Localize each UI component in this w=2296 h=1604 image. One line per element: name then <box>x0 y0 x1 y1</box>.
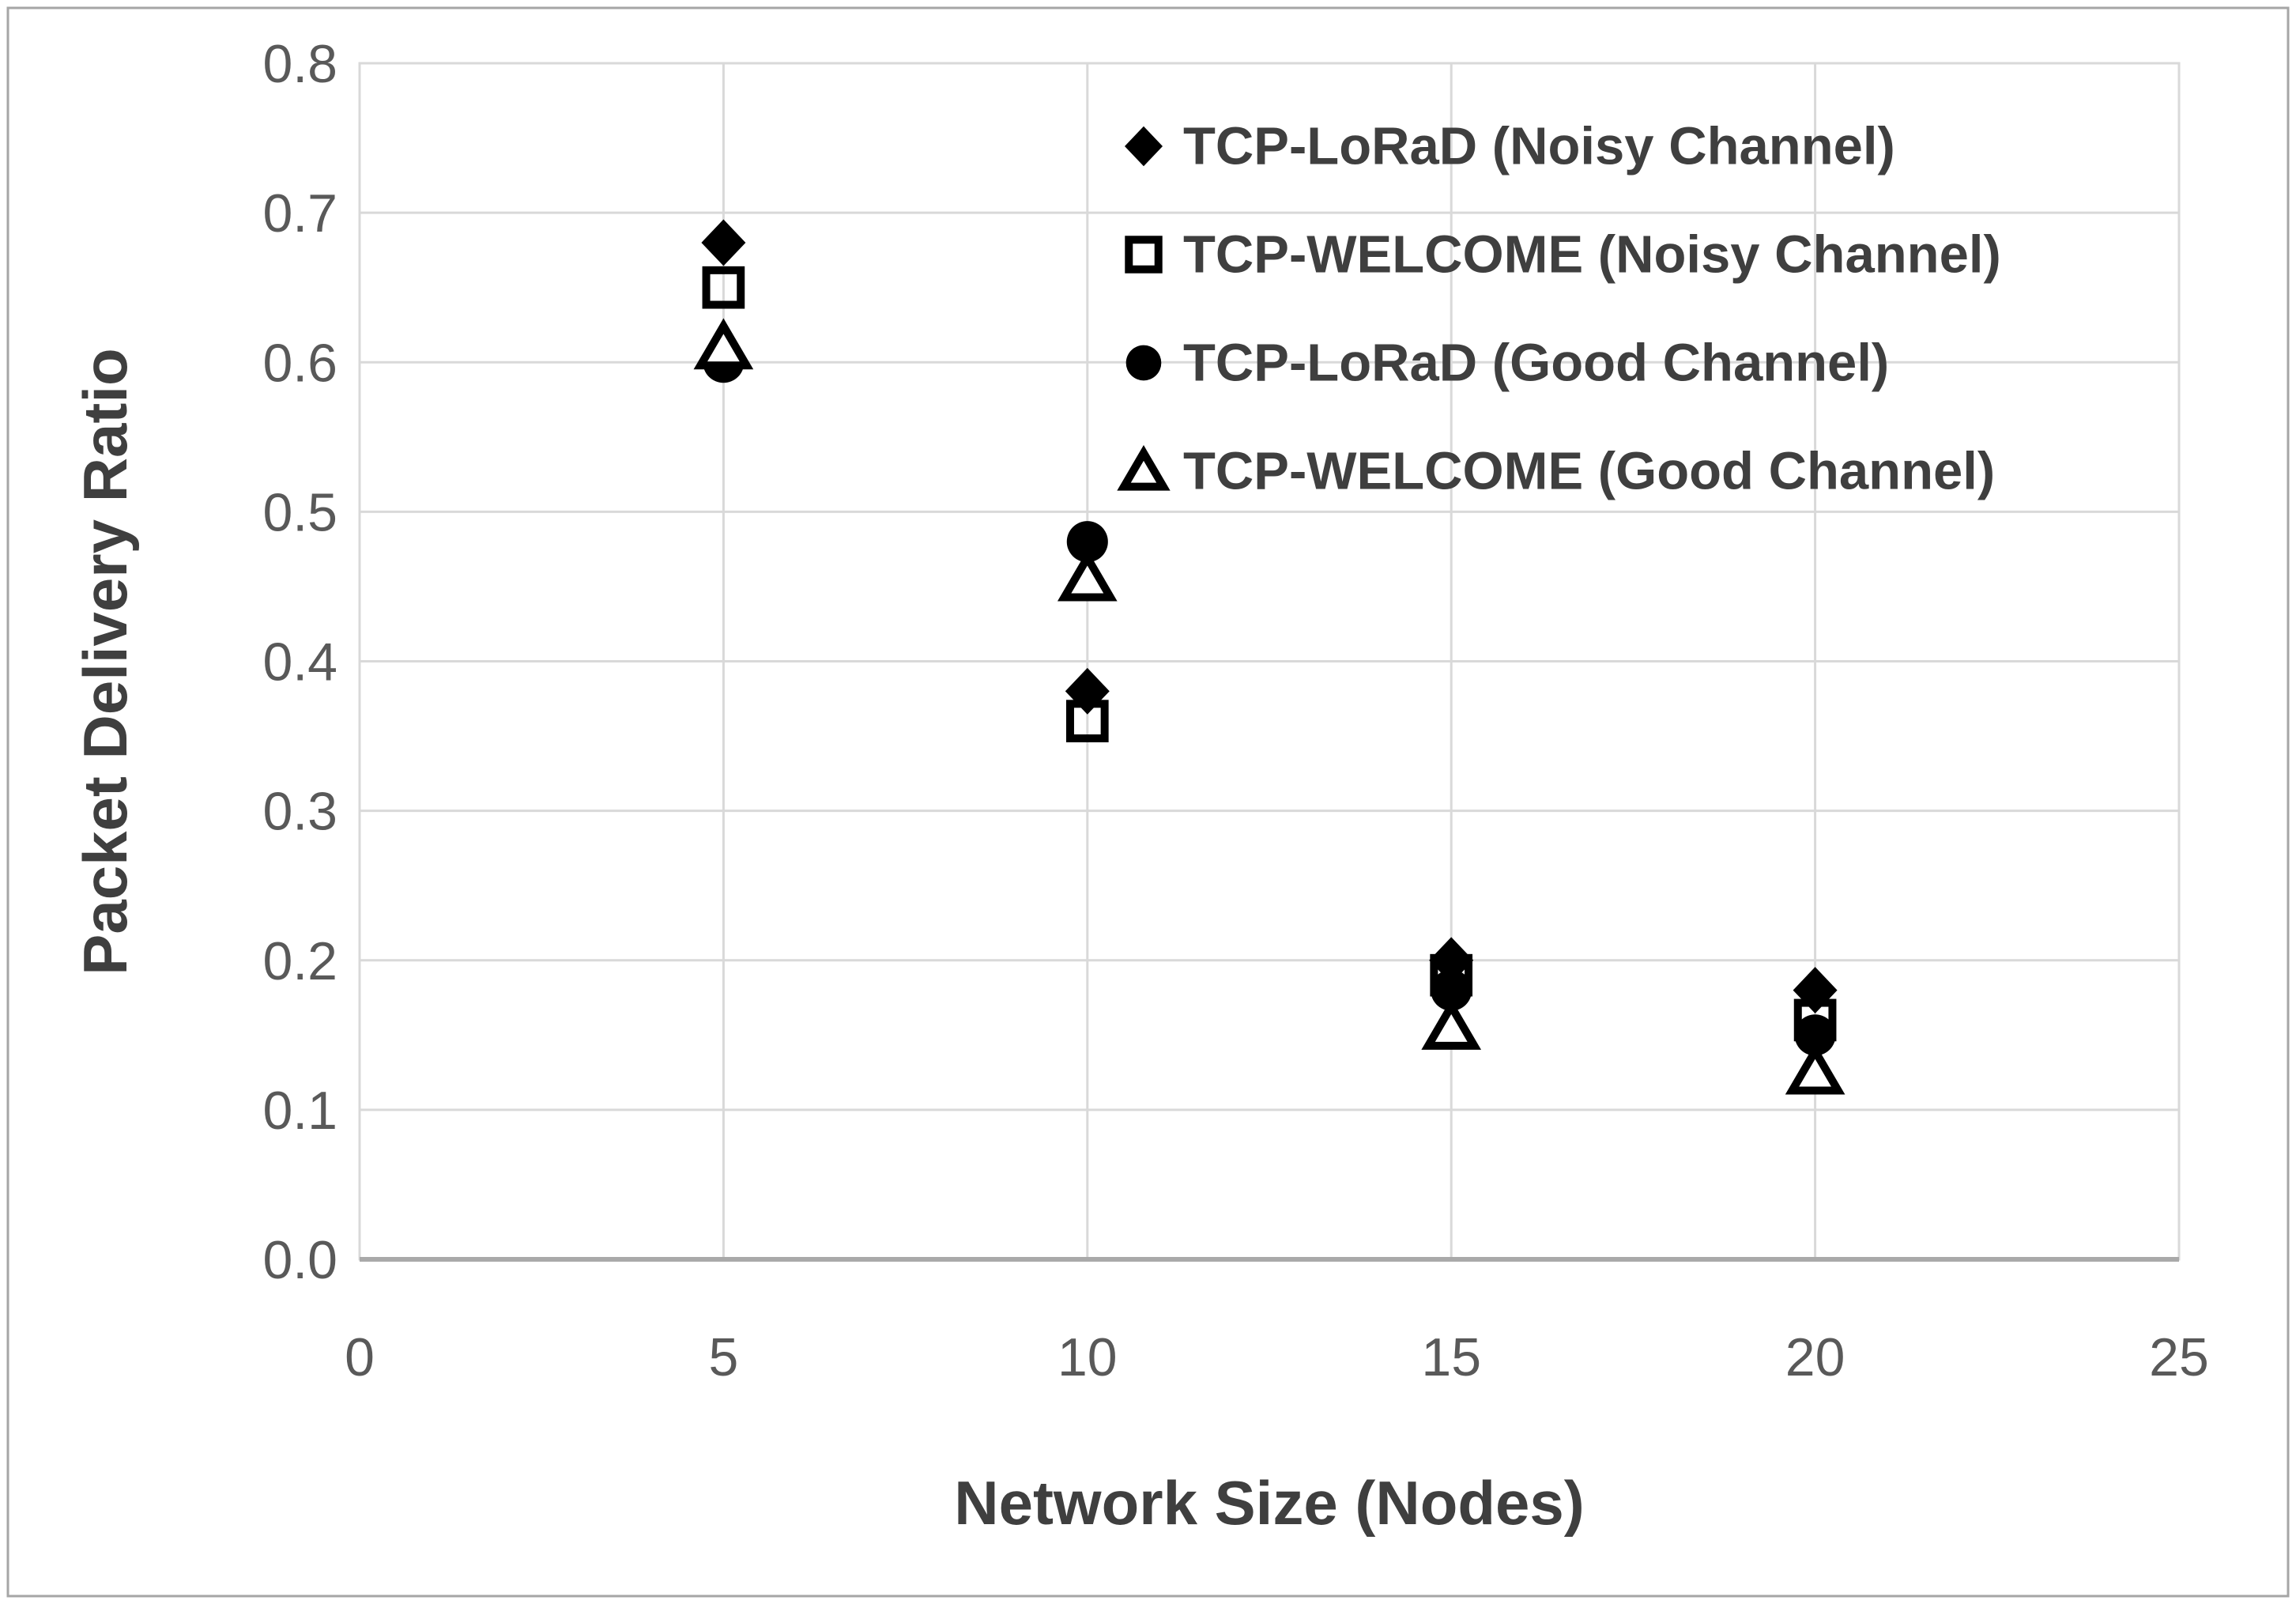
legend-item: TCP-LoRaD (Good Channel) <box>1125 334 1889 393</box>
legend-item: TCP-WELCOME (Noisy Channel) <box>1125 225 2001 285</box>
x-tick-label: 15 <box>1421 1327 1481 1387</box>
data-point-circle-filled <box>1066 521 1108 563</box>
data-point-triangle-open <box>1057 549 1118 602</box>
legend-label: TCP-WELCOME (Good Channel) <box>1183 442 1995 501</box>
data-point-circle-filled <box>1431 969 1472 1011</box>
legend-marker-circle-filled <box>1125 345 1162 381</box>
legend-label: TCP-WELCOME (Noisy Channel) <box>1183 225 2001 285</box>
x-axis-title: Network Size (Nodes) <box>954 1468 1584 1538</box>
y-tick-label: 0.5 <box>262 482 337 542</box>
data-point-square-open <box>702 266 745 309</box>
legend-label: TCP-LoRaD (Good Channel) <box>1183 334 1889 393</box>
figure-frame <box>6 6 2290 1598</box>
tick-labels: 0.0 0.1 0.2 0.3 0.4 0.5 0.6 0.7 0.8 0 5 10 15 20 25 <box>262 34 2208 1387</box>
data-point-circle-filled <box>1794 1014 1836 1056</box>
legend: TCP-LoRaD (Noisy Channel) TCP-WELCOME (No… <box>1117 117 2001 501</box>
legend-item: TCP-WELCOME (Good Channel) <box>1117 442 1995 501</box>
data-point-triangle-open <box>693 318 754 370</box>
legend-item: TCP-LoRaD (Noisy Channel) <box>1125 117 1895 176</box>
data-point-diamond-filled <box>701 219 746 266</box>
data-point-triangle-open <box>1785 1043 1845 1095</box>
x-tick-label: 25 <box>2149 1327 2209 1387</box>
axes <box>358 62 2181 1262</box>
legend-marker-triangle-open <box>1117 445 1171 491</box>
legend-marker-diamond-filled <box>1125 126 1163 167</box>
y-tick-label: 0.8 <box>262 34 337 94</box>
y-tick-label: 0.2 <box>262 931 337 991</box>
x-tick-label: 10 <box>1058 1327 1118 1387</box>
data-point-diamond-filled <box>1793 967 1838 1013</box>
y-tick-label: 0.6 <box>262 333 337 393</box>
x-tick-label: 0 <box>345 1327 375 1387</box>
y-tick-label: 0.3 <box>262 782 337 842</box>
legend-marker-square-open <box>1125 236 1163 274</box>
x-tick-label: 20 <box>1785 1327 1845 1387</box>
y-tick-label: 0.7 <box>262 183 337 243</box>
y-tick-label: 0.4 <box>262 632 337 693</box>
y-axis-title: Packet Delivery Ratio <box>70 348 140 975</box>
figure-border <box>6 6 2290 1598</box>
y-tick-label: 0.1 <box>262 1081 337 1141</box>
y-tick-label: 0.0 <box>262 1230 337 1290</box>
x-tick-label: 5 <box>708 1327 738 1387</box>
data-point-square-open <box>1065 700 1109 742</box>
data-points <box>693 219 1845 1095</box>
legend-label: TCP-LoRaD (Noisy Channel) <box>1183 117 1895 176</box>
data-point-triangle-open <box>1421 998 1482 1050</box>
